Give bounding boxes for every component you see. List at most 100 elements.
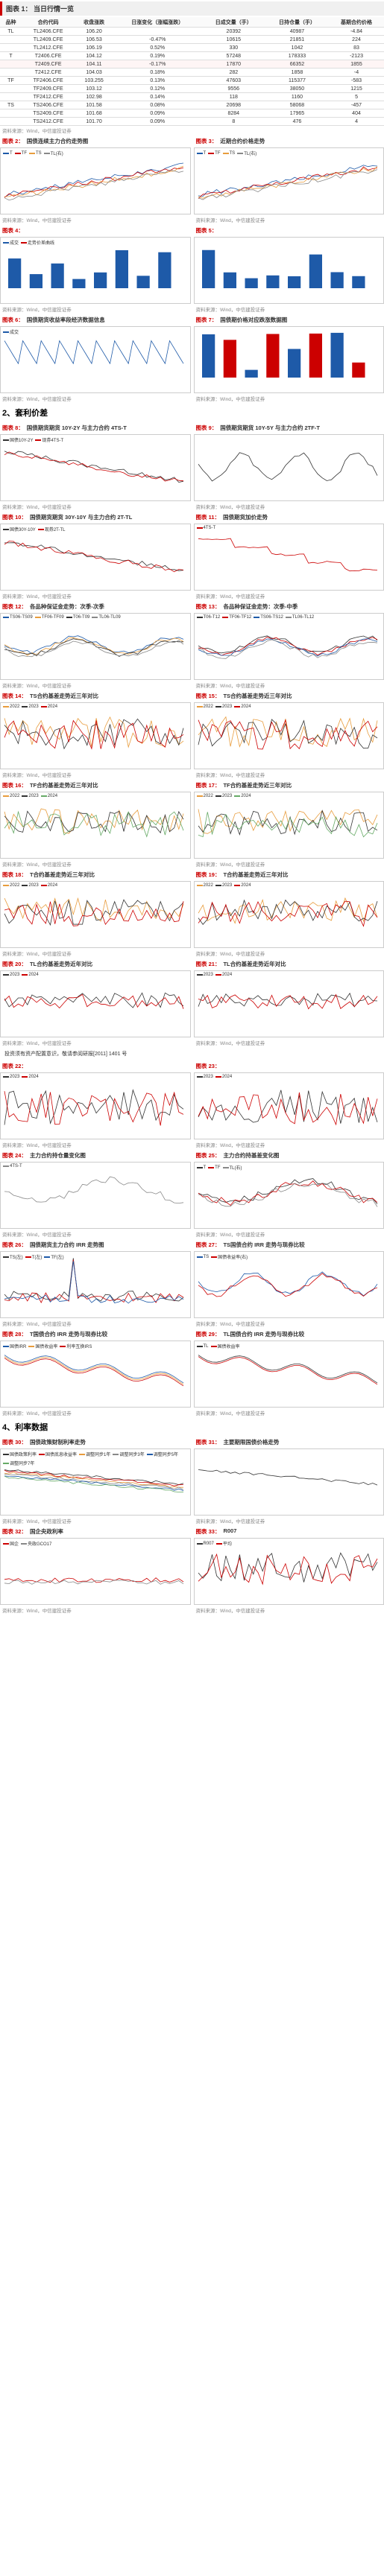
- chart-2: TTFTSTL(右): [0, 147, 191, 214]
- cell: 66352: [265, 60, 329, 69]
- section2-heading: 2、套利价差: [2, 407, 382, 419]
- table1-title: 图表 1： 当日行情一览: [0, 1, 384, 16]
- disclaimer: 投资须有资产配置意识，敬请参阅研报[2011] 1401 号: [2, 1049, 382, 1058]
- cell: T: [0, 52, 22, 60]
- chart-source: 资料来源：Wind，中信建投证券: [0, 949, 191, 958]
- chart-title-text: TL合约基差走势近年对比: [223, 960, 286, 968]
- chart-title-text: TL合约基差走势近年对比: [30, 960, 92, 968]
- chart-source: 资料来源：Wind，中信建投证券: [0, 502, 191, 511]
- cell: 58068: [265, 101, 329, 109]
- cell: 9556: [202, 85, 265, 93]
- cell: 10615: [202, 36, 265, 44]
- chart-source: 资料来源：Wind，中信建投证券: [0, 1408, 191, 1417]
- cell: -4: [329, 69, 384, 77]
- chart-source: 资料来源：Wind，中信建投证券: [0, 681, 191, 690]
- chart-source: 资料来源：Wind，中信建投证券: [194, 502, 384, 511]
- chart-num: 图表 11：: [196, 513, 221, 521]
- chart-source: 资料来源：Wind，中信建投证券: [194, 949, 384, 958]
- chart-source: 资料来源：Wind，中信建投证券: [0, 1038, 191, 1047]
- chart-num: 图表 14：: [2, 692, 27, 700]
- chart-27: TS国债收益率(右): [194, 1251, 384, 1318]
- chart-16: 202220232024: [0, 792, 191, 859]
- chart-title: 图表 11：国债期货加价走势: [194, 512, 384, 523]
- cell: TS2412.CFE: [22, 118, 75, 126]
- chart-title: 图表 15：TS合约基差走势近三年对比: [194, 690, 384, 702]
- chart-num: 图表 29：: [196, 1330, 221, 1338]
- chart-source: 资料来源：Wind，中信建投证券: [194, 1230, 384, 1238]
- chart-source: 资料来源：Wind，中信建投证券: [194, 1140, 384, 1149]
- chart-title-text: TS合约基差走势近三年对比: [223, 692, 292, 700]
- cell: 4: [329, 118, 384, 126]
- cell: 282: [202, 69, 265, 77]
- cell: 17870: [202, 60, 265, 69]
- chart-20: 20232024: [0, 970, 191, 1037]
- chart-legend: 国企央政GCO17: [3, 1540, 51, 1547]
- cell: 104.12: [75, 52, 113, 60]
- chart-33: R007平均: [194, 1538, 384, 1605]
- chart-title: 图表 19：T合约基差走势近三年对比: [194, 869, 384, 880]
- cell: TL: [0, 28, 22, 36]
- cell: 330: [202, 44, 265, 52]
- cell: [113, 28, 202, 36]
- cell: T2412.CFE: [22, 69, 75, 77]
- cell: 0.18%: [113, 69, 202, 77]
- chart-title-text: 近期合约价格走势: [220, 137, 265, 145]
- chart-23: 20232024: [194, 1072, 384, 1139]
- cell: 103.12: [75, 85, 113, 93]
- cell: 106.53: [75, 36, 113, 44]
- chart-26: TS(左)T(左)TF(左): [0, 1251, 191, 1318]
- chart-legend: 20232024: [197, 1075, 233, 1079]
- chart-title: 图表 2：国债连续主力合约走势图: [0, 136, 191, 147]
- chart-title-text: 国债期货期货 10Y-5Y 与主力合约 2TF-T: [220, 424, 320, 432]
- title-num: 图表 1：: [6, 5, 32, 13]
- cell: 476: [265, 118, 329, 126]
- chart-num: 图表 33：: [196, 1527, 221, 1536]
- chart-num: 图表 28：: [2, 1330, 27, 1338]
- chart-num: 图表 31：: [196, 1438, 221, 1446]
- chart-num: 图表 4：: [2, 226, 24, 235]
- chart-legend: 4TS-T: [197, 526, 216, 530]
- chart-29: TL国债收益率: [194, 1341, 384, 1408]
- chart-title-text: TS合约基差走势近三年对比: [30, 692, 98, 700]
- cell: 106.19: [75, 44, 113, 52]
- chart-num: 图表 12：: [2, 602, 27, 611]
- chart-title-text: 国债期货收益率段经济数据信息: [27, 316, 105, 324]
- cell: 104.03: [75, 69, 113, 77]
- chart-num: 图表 7：: [196, 316, 218, 324]
- chart-num: 图表 9：: [196, 424, 218, 432]
- chart-legend: TTFTSTL(右): [3, 150, 63, 156]
- title-text: 当日行情一览: [34, 5, 74, 13]
- chart-legend: 国债IRR国债收益率利率互换IRS: [3, 1343, 92, 1349]
- chart-title-text: 各品种保证金走势：次季-中季: [223, 602, 298, 611]
- chart-source: 资料来源：Wind，中信建投证券: [194, 1606, 384, 1615]
- chart-num: 图表 24：: [2, 1151, 27, 1160]
- chart-18: 202220232024: [0, 881, 191, 948]
- table-row: TF2412.CFE102.980.14%11811605: [0, 93, 384, 101]
- chart-source: 资料来源：Wind，中信建投证券: [0, 1319, 191, 1328]
- chart-title: 图表 32：国企央政利率: [0, 1526, 191, 1537]
- cell: 404: [329, 109, 384, 118]
- chart-7: [194, 326, 384, 393]
- chart-num: 图表 19：: [196, 871, 221, 879]
- cell: TS2409.CFE: [22, 109, 75, 118]
- chart-num: 图表 16：: [2, 781, 27, 789]
- cell: 0.14%: [113, 93, 202, 101]
- cell: 5: [329, 93, 384, 101]
- chart-source: 资料来源：Wind，中信建投证券: [0, 305, 191, 314]
- chart-title: 图表 29：TL国债合约 IRR 走势与现券比较: [194, 1329, 384, 1340]
- chart-title: 图表 13：各品种保证金走势：次季-中季: [194, 601, 384, 612]
- chart-num: 图表 15：: [196, 692, 221, 700]
- cell: 0.12%: [113, 85, 202, 93]
- cell: 1855: [329, 60, 384, 69]
- chart-22: 20232024: [0, 1072, 191, 1139]
- cell: 20392: [202, 28, 265, 36]
- chart-title: 图表 28：T国债合约 IRR 走势与现券比较: [0, 1329, 191, 1340]
- cell: TL2409.CFE: [22, 36, 75, 44]
- chart-num: 图表 13：: [196, 602, 221, 611]
- chart-title-text: T国债合约 IRR 走势与现券比较: [30, 1330, 107, 1338]
- chart-source: 资料来源：Wind，中信建投证券: [194, 1408, 384, 1417]
- cell: 104.11: [75, 60, 113, 69]
- chart-title-text: TF合约基差走势近三年对比: [30, 781, 98, 789]
- chart-legend: 202220232024: [3, 794, 57, 798]
- cell: -583: [329, 77, 384, 85]
